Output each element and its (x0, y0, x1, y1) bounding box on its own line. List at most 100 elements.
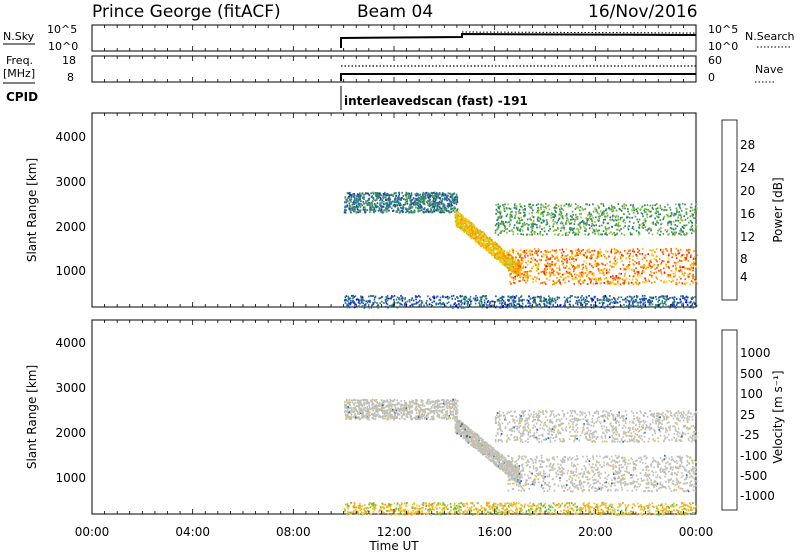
velocity-scatter-cell (366, 406, 369, 408)
power-scatter-cell (660, 230, 662, 233)
power-scatter-cell (553, 222, 555, 225)
power-scatter-cell (518, 302, 520, 305)
power-scatter-cell (433, 195, 435, 197)
power-scatter-cell (546, 250, 548, 253)
power-scatter-cell (593, 304, 595, 306)
power-scatter-cell (665, 263, 667, 266)
power-scatter-cell (691, 229, 694, 232)
power-scatter-cell (636, 262, 638, 264)
power-scatter-cell (455, 224, 458, 227)
power-scatter-cell (519, 261, 521, 264)
power-scatter-cell (695, 225, 698, 228)
power-scatter-cell (565, 203, 568, 205)
power-scatter-cell (638, 232, 641, 235)
power-scatter-cell (585, 228, 587, 231)
power-scatter-cell (460, 213, 463, 216)
power-scatter-cell (564, 232, 567, 235)
power-scatter-cell (569, 205, 572, 207)
power-scatter-cell (547, 251, 550, 253)
power-scatter-cell (535, 302, 537, 305)
velocity-scatter-cell (368, 402, 370, 405)
power-scatter-cell (447, 192, 450, 195)
power-scatter-cell (359, 209, 362, 212)
power-scatter-cell (398, 211, 401, 214)
velocity-scatter-cell (351, 409, 353, 412)
power-scatter-cell (651, 274, 653, 277)
power-scatter-cell (455, 215, 457, 218)
velocity-scatter-cell (384, 415, 387, 417)
power-scatter-cell (680, 277, 682, 280)
nsearch-tick-bottom: 10^0 (708, 40, 738, 53)
power-scatter-cell (651, 222, 654, 225)
power-scatter-cell (483, 243, 485, 246)
power-scatter-cell (576, 296, 578, 299)
power-scatter-cell (570, 273, 573, 276)
power-scatter-cell (418, 294, 420, 297)
power-scatter-cell (596, 211, 599, 214)
power-scatter-cell (501, 261, 504, 264)
power-scatter-cell (538, 263, 540, 265)
power-scatter-cell (510, 258, 513, 261)
power-scatter-cell (657, 265, 660, 268)
power-scatter-cell (638, 218, 641, 221)
power-scatter-cell (494, 241, 496, 244)
power-scatter-cell (439, 197, 441, 199)
power-scatter-cell (428, 204, 430, 207)
power-scatter-cell (660, 223, 662, 226)
power-scatter-cell (381, 300, 383, 303)
power-scatter-cell (626, 216, 628, 219)
power-scatter-cell (372, 191, 374, 194)
power-scatter-cell (401, 209, 404, 212)
power-scatter-cell (613, 247, 616, 250)
power-scatter-cell (447, 203, 449, 205)
power-scatter-cell (445, 198, 448, 201)
power-scatter-cell (509, 302, 511, 305)
power-scatter-cell (451, 207, 454, 210)
power-scatter-cell (456, 214, 459, 217)
power-scatter-cell (660, 261, 663, 264)
power-scatter-cell (355, 206, 357, 208)
power-scatter-cell (422, 198, 424, 201)
power-scatter-cell (540, 298, 542, 301)
power-scatter-cell (633, 301, 635, 303)
power-scatter-cell (432, 210, 434, 213)
power-scatter-cell (530, 261, 532, 263)
velocity-scatter-cell (425, 402, 428, 405)
power-scatter-cell (396, 201, 399, 203)
power-scatter-cell (395, 204, 398, 207)
power-scatter-cell (520, 225, 523, 228)
power-scatter-cell (382, 194, 385, 197)
power-scatter-cell (435, 191, 438, 194)
velocity-scatter-cell (438, 403, 441, 406)
velocity-scatter-cell (452, 410, 454, 413)
power-scatter-cell (686, 253, 688, 256)
power-scatter-cell (386, 192, 389, 195)
power-scatter-cell (512, 233, 514, 236)
power-scatter-cell (639, 224, 641, 226)
power-scatter-cell (449, 196, 452, 198)
power-scatter-cell (454, 298, 457, 300)
power-scatter-cell (622, 254, 624, 257)
power-scatter-cell (613, 205, 615, 208)
power-scatter-cell (449, 205, 451, 207)
power-scatter-cell (503, 224, 506, 227)
power-scatter-cell (642, 281, 644, 283)
power-scatter-cell (454, 220, 457, 222)
power-scatter-cell (436, 204, 439, 207)
nsky-trace (340, 32, 697, 48)
power-scatter-cell (509, 273, 511, 276)
power-scatter-cell (511, 248, 514, 251)
power-scatter-cell (410, 298, 413, 301)
power-scatter-cell (386, 299, 389, 302)
power-scatter-cell (624, 298, 626, 301)
power-scatter-cell (526, 270, 529, 273)
power-scatter-cell (451, 201, 453, 203)
power-scatter-cell (624, 279, 627, 282)
power-scatter-cell (528, 250, 530, 253)
power-scatter-cell (668, 267, 670, 269)
power-scatter-cell (692, 273, 694, 276)
power-scatter-cell (517, 272, 520, 275)
power-scatter-cell (615, 223, 618, 226)
power-scatter-cell (553, 283, 556, 285)
freq-unit: [MHz] (3, 67, 35, 80)
